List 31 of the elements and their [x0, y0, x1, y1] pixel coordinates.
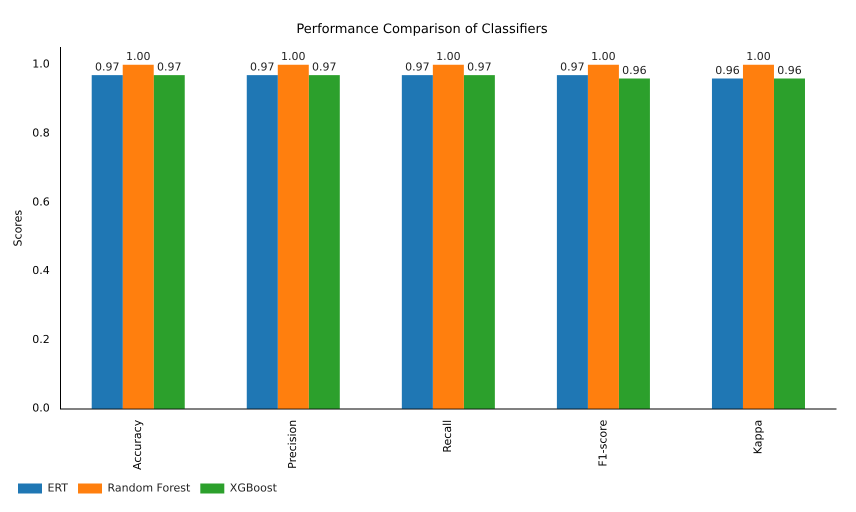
- data-label: 0.96: [777, 64, 802, 77]
- x-tick-label: F1-score: [596, 420, 610, 467]
- data-label: 0.96: [622, 64, 647, 77]
- y-tick-label: 0.8: [32, 126, 50, 140]
- legend-label: ERT: [48, 481, 68, 494]
- legend-label: XGBoost: [230, 481, 278, 494]
- data-label: 0.97: [156, 60, 182, 74]
- data-label: 0.96: [715, 64, 740, 77]
- chart-title: Performance Comparison of Classifiers: [296, 22, 548, 38]
- x-tick-label: Accuracy: [131, 419, 144, 470]
- y-tick-label: 1.0: [32, 58, 50, 71]
- data-label: 1.00: [436, 50, 461, 64]
- y-tick-label: 0.4: [32, 264, 50, 278]
- data-label: 1.00: [591, 50, 616, 64]
- x-tick-label: Precision: [286, 420, 300, 469]
- data-label: 1.00: [281, 50, 306, 64]
- data-label: 0.97: [560, 60, 585, 74]
- data-label: 0.97: [94, 60, 120, 74]
- x-tick-label: Kappa: [751, 420, 764, 454]
- y-tick-label: 0.6: [32, 195, 50, 208]
- data-label: 1.00: [746, 50, 771, 64]
- legend-label: Random Forest: [108, 481, 191, 494]
- data-label: 1.00: [126, 50, 150, 64]
- data-label: 0.97: [467, 60, 492, 74]
- y-axis-title: Scores: [11, 210, 24, 246]
- data-label: 0.97: [405, 60, 430, 74]
- data-label: 0.97: [250, 60, 275, 74]
- y-tick-label: 0.2: [32, 332, 50, 346]
- data-label: 0.97: [312, 60, 337, 74]
- x-tick-label: Recall: [441, 420, 454, 453]
- y-tick-label: 0.0: [32, 402, 50, 415]
